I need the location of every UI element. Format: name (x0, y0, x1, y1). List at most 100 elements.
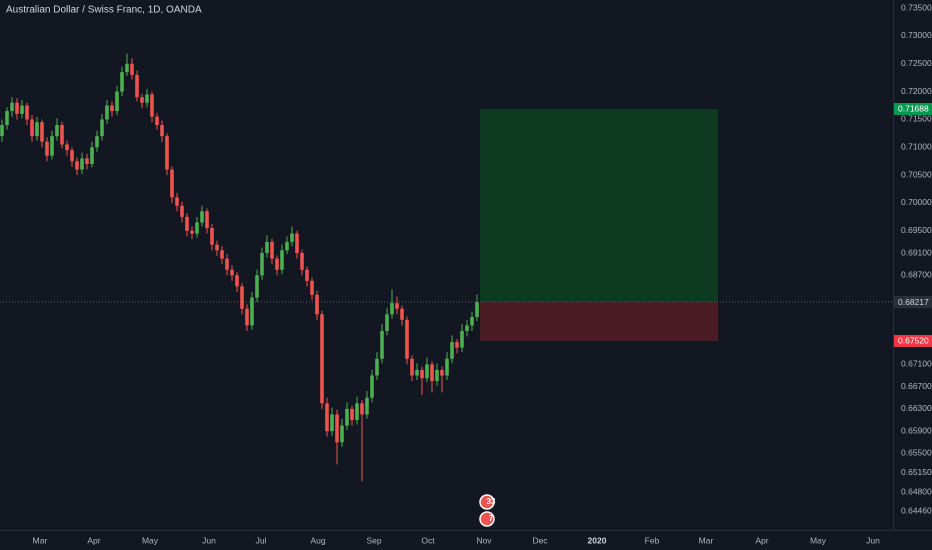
candle-body (85, 158, 89, 164)
candle-body (35, 122, 39, 137)
candle-body (265, 241, 269, 254)
chart-title: Australian Dollar / Swiss Franc, 1D, OAN… (6, 5, 202, 16)
candle-body (460, 330, 464, 348)
candle-body (465, 325, 469, 331)
candle-body (40, 122, 44, 142)
candle-body (305, 269, 309, 281)
x-tick-label: Mar (33, 535, 48, 545)
candle-body (20, 105, 24, 114)
last-price-tag-box (894, 296, 932, 309)
candle-body (65, 144, 69, 151)
candle-body (125, 63, 129, 73)
candle-body (75, 161, 79, 170)
candle-body (425, 364, 429, 379)
event-badge (479, 511, 495, 527)
candle-body (215, 244, 219, 251)
candle-body (315, 294, 319, 315)
candle-body (5, 111, 9, 126)
candle-body (260, 253, 264, 276)
candle-body (345, 408, 349, 426)
candle-body (160, 125, 164, 137)
candle-body (390, 303, 394, 315)
candle-body (275, 258, 279, 270)
y-tick-label: 0.64800 (901, 487, 932, 497)
stop-zone (480, 302, 718, 341)
y-tick-label: 0.70000 (901, 197, 932, 207)
candle-body (220, 250, 224, 259)
candle-body (350, 408, 354, 421)
candle-body (445, 358, 449, 376)
x-tick-label: May (142, 535, 159, 545)
event-badge (479, 494, 495, 510)
candle-body (105, 105, 109, 120)
candle-body (60, 125, 64, 145)
candle-body (180, 205, 184, 217)
event-badge-label: 7 (489, 514, 494, 523)
candle-body (120, 72, 124, 92)
candle-body (340, 425, 344, 443)
y-tick-label: 0.66700 (901, 381, 932, 391)
candle-body (45, 141, 49, 156)
candle-body (360, 403, 364, 415)
stop-tag-box (894, 334, 932, 347)
candle-body (80, 158, 84, 170)
candle-body (140, 97, 144, 103)
y-tick-label: 0.65500 (901, 448, 932, 458)
candle-body (210, 227, 214, 245)
target-tag-box (894, 102, 932, 115)
y-tick-label: 0.65150 (901, 467, 932, 477)
candle-body (15, 102, 19, 114)
candle-body (25, 105, 29, 120)
candle-body (435, 369, 439, 382)
candle-body (415, 369, 419, 376)
candle-body (430, 364, 434, 382)
x-tick-label: Sep (366, 535, 381, 545)
candle-body (145, 94, 149, 103)
x-tick-label: Nov (476, 535, 492, 545)
candle-body (30, 119, 34, 137)
x-tick-label: Mar (699, 535, 714, 545)
candle-body (400, 308, 404, 320)
candle-body (410, 358, 414, 376)
candle-body (450, 342, 454, 359)
candle-body (170, 169, 174, 198)
candle-body (385, 314, 389, 331)
candle-body (235, 275, 239, 287)
candle-body (420, 369, 424, 379)
x-tick-label: Apr (87, 535, 100, 545)
y-tick-label: 0.68700 (901, 270, 932, 280)
x-tick-label: Jun (202, 535, 216, 545)
candle-body (280, 250, 284, 270)
candle-body (165, 136, 169, 170)
candle-body (205, 211, 209, 228)
candle-body (130, 63, 134, 75)
candle-body (200, 211, 204, 223)
y-tick-label: 0.70500 (901, 169, 932, 179)
y-tick-label: 0.72000 (901, 86, 932, 96)
candle-body (355, 403, 359, 421)
candle-body (110, 105, 114, 112)
candle-body (225, 258, 229, 270)
candle-body (470, 317, 474, 326)
candle-body (285, 241, 289, 251)
candle-body (300, 253, 304, 270)
candle-body (365, 397, 369, 415)
candle-body (290, 233, 294, 242)
candle-body (405, 319, 409, 359)
candle-body (150, 94, 154, 117)
candle-body (395, 303, 399, 309)
candle-body (100, 119, 104, 137)
candle-body (440, 369, 444, 376)
candle-body (295, 233, 299, 254)
candle-body (185, 216, 189, 231)
y-tick-label: 0.67100 (901, 359, 932, 369)
candle-body (310, 280, 314, 295)
last-price-tag-label: 0.68217 (898, 297, 929, 307)
candle-body (245, 308, 249, 326)
x-tick-label: Oct (421, 535, 435, 545)
candle-body (195, 222, 199, 234)
candle-body (50, 136, 54, 156)
y-tick-label: 0.71500 (901, 114, 932, 124)
x-tick-label: Aug (310, 535, 325, 545)
